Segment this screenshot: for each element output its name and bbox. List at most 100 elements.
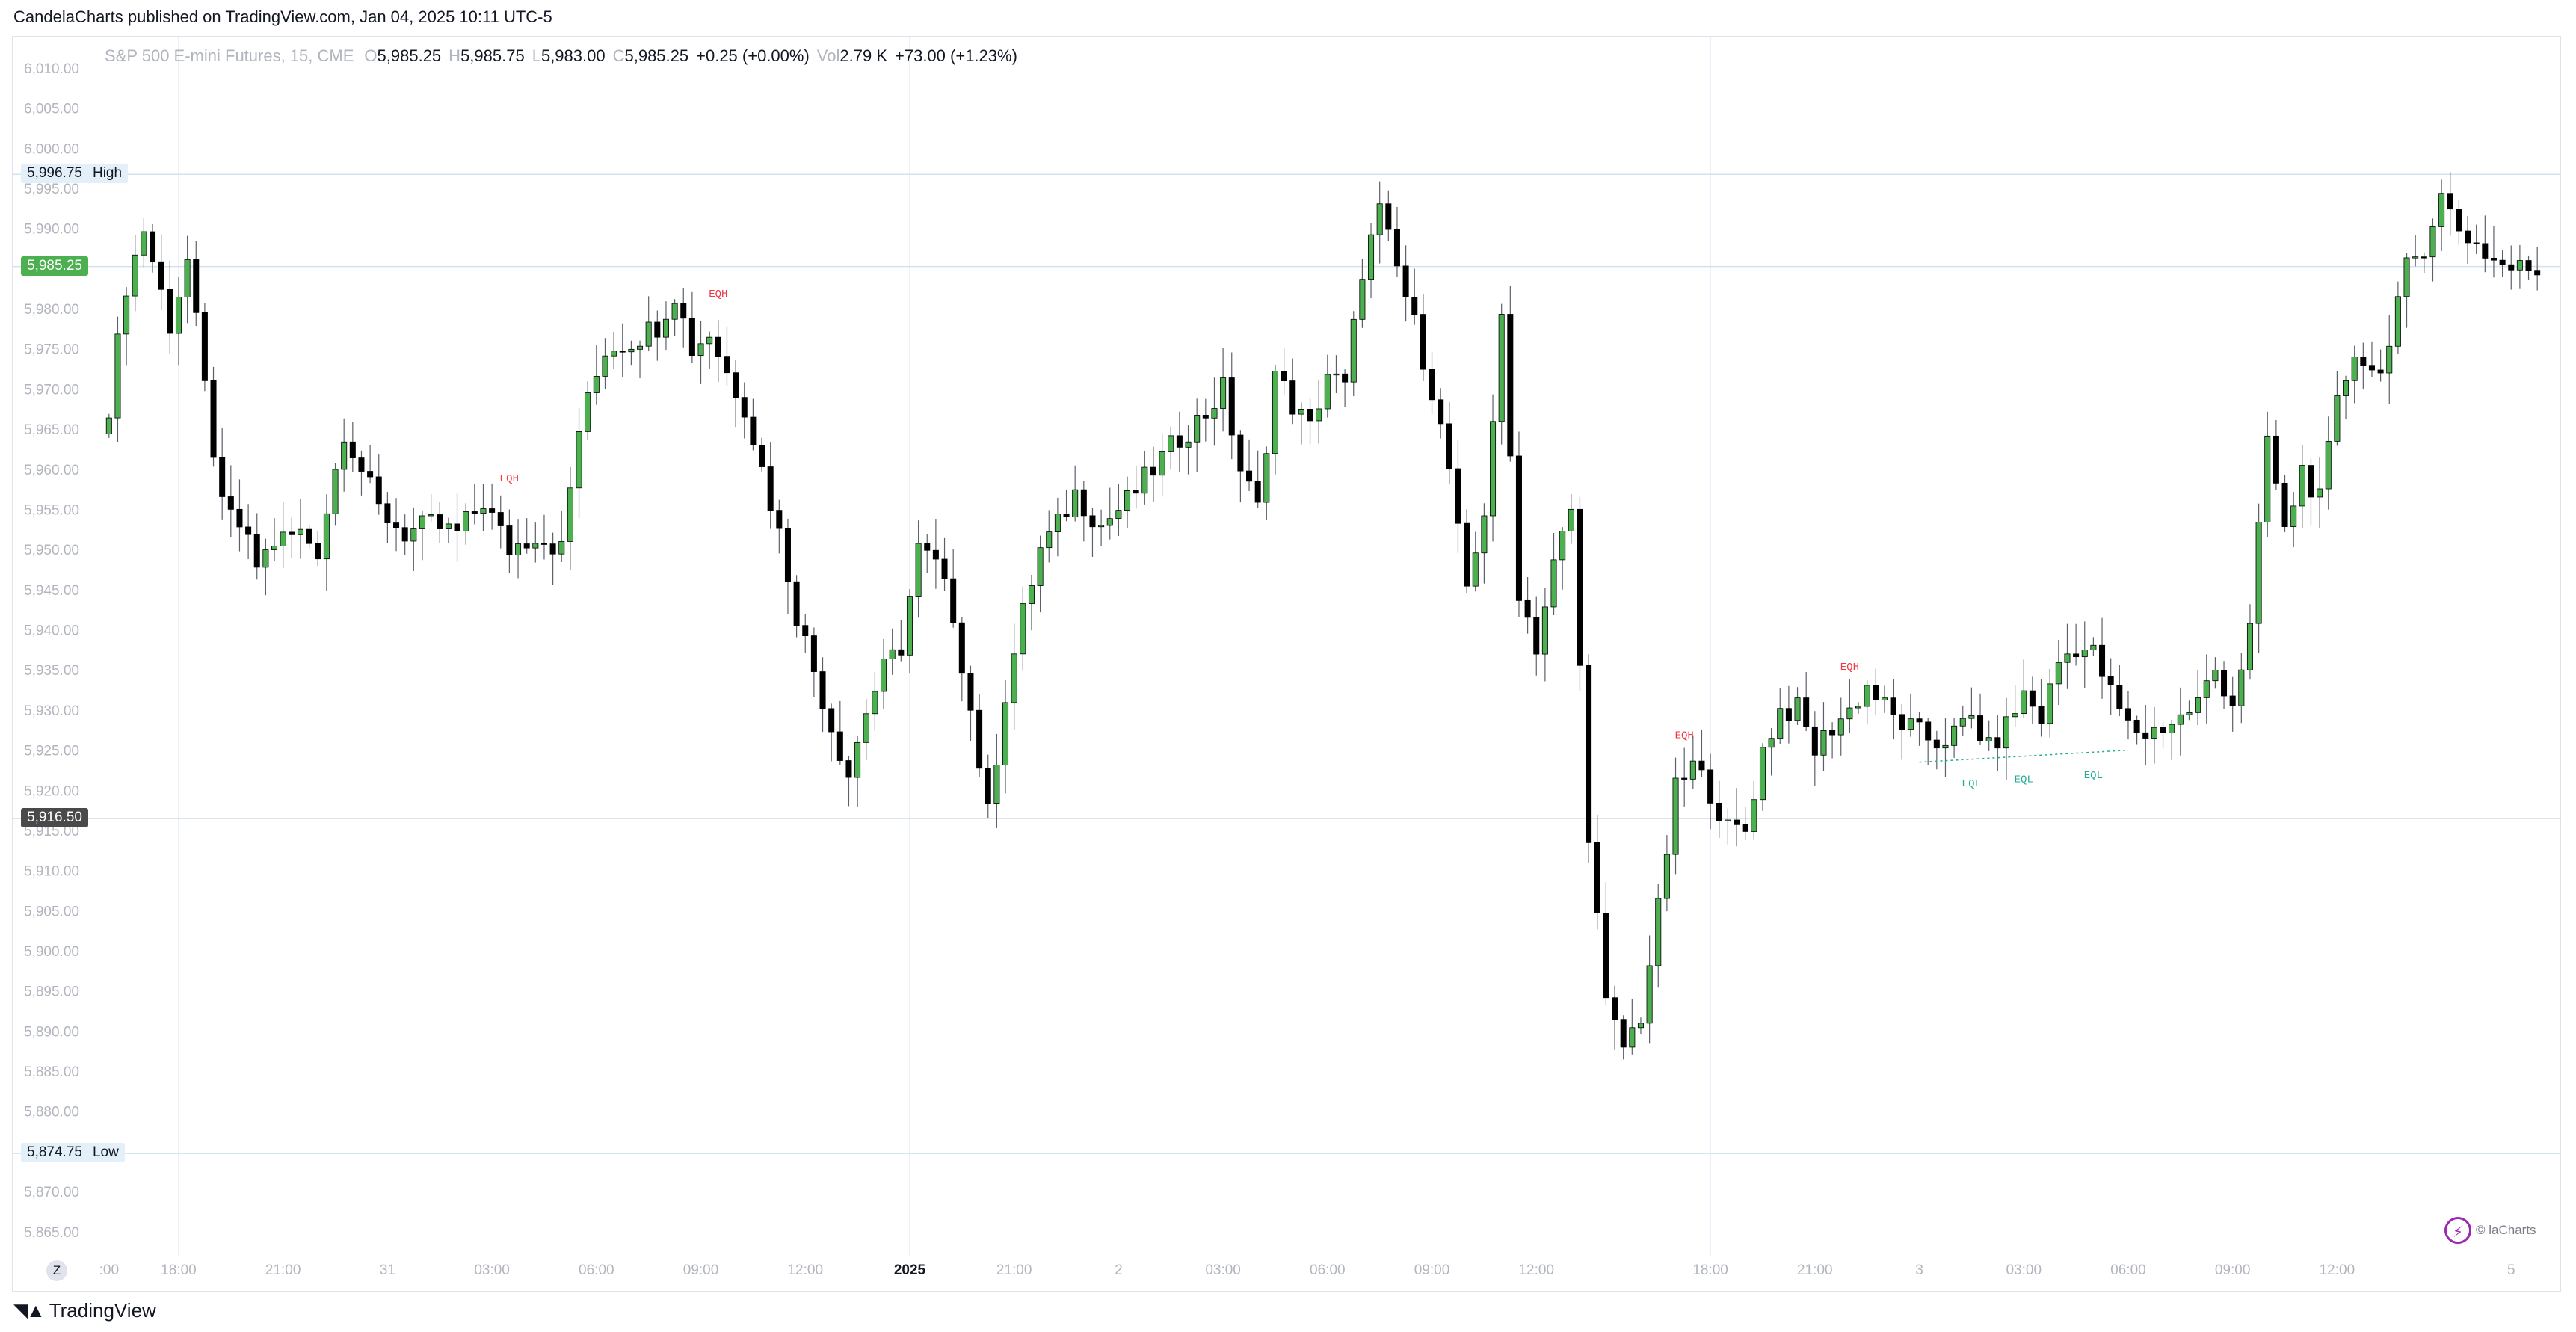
candle-down — [1811, 726, 1818, 756]
candle-up — [2151, 727, 2157, 739]
chart-grid — [12, 36, 2561, 1256]
candle-down — [227, 496, 234, 510]
y-tick-label: 5,980.00 — [24, 302, 79, 318]
eqh-label: EQH — [1840, 662, 1859, 673]
candle-down — [724, 356, 730, 374]
candle-down — [349, 441, 356, 458]
candle-up — [1568, 508, 1574, 531]
candle-up — [410, 528, 417, 542]
candle-up — [297, 528, 303, 535]
candle-up — [645, 321, 652, 347]
lightning-bolt-icon: ⚡ — [2444, 1217, 2471, 1244]
candle-down — [1899, 714, 1905, 730]
candle-up — [2047, 683, 2053, 724]
candle-up — [2438, 193, 2445, 227]
candle-up — [2195, 697, 2201, 713]
candle-up — [1951, 725, 1958, 746]
candle-up — [1220, 377, 1227, 409]
candle-down — [802, 625, 809, 636]
x-tick-label: 2 — [1115, 1262, 1123, 1278]
x-tick-label: 21:00 — [1797, 1262, 1833, 1278]
candle-up — [1359, 279, 1366, 320]
y-tick-label: 5,975.00 — [24, 342, 79, 358]
candle-up — [1002, 702, 1009, 765]
candle-up — [1637, 1023, 1644, 1029]
candle-up — [2021, 690, 2027, 715]
candle-up — [889, 649, 896, 659]
candle-down — [776, 510, 783, 529]
tradingview-logo[interactable]: ◥▲ TradingView — [13, 1299, 156, 1322]
candle-down — [750, 416, 757, 445]
candle-up — [1968, 715, 1975, 719]
level-text: High — [92, 165, 123, 182]
candle-down — [1289, 380, 1296, 415]
candle-up — [1855, 706, 1862, 709]
candle-up — [1655, 898, 1662, 966]
chart-frame[interactable] — [12, 36, 2561, 1292]
candle-down — [1150, 466, 1156, 476]
candle-up — [132, 254, 138, 297]
candle-up — [2246, 623, 2253, 670]
candle-down — [1890, 697, 1896, 715]
y-tick-label: 5,915.00 — [24, 824, 79, 839]
candle-down — [306, 528, 312, 544]
zoom-reset-button[interactable]: Z — [46, 1260, 67, 1281]
candle-up — [1324, 374, 1331, 410]
candle-up — [1368, 234, 1375, 280]
candle-up — [576, 431, 582, 489]
candle-up — [1376, 203, 1383, 235]
candle-down — [2124, 708, 2131, 721]
y-tick-label: 5,920.00 — [24, 783, 79, 799]
candle-up — [2386, 345, 2393, 374]
candle-up — [2203, 680, 2210, 698]
candle-down — [1698, 760, 1705, 771]
candle-down — [985, 768, 991, 804]
candle-down — [2107, 676, 2114, 685]
candle-down — [2377, 369, 2384, 374]
y-tick-label: 5,865.00 — [24, 1225, 79, 1241]
candle-down — [1402, 265, 1409, 297]
x-tick-label: 18:00 — [1692, 1262, 1728, 1278]
level-label-low: 5,874.75 Low — [21, 1143, 125, 1163]
candle-down — [784, 528, 791, 582]
x-tick-label: 06:00 — [1310, 1262, 1346, 1278]
y-tick-label: 6,010.00 — [24, 61, 79, 77]
candlestick-series — [105, 172, 2541, 1060]
x-tick-label: 03:00 — [1205, 1262, 1241, 1278]
candle-up — [1185, 441, 1192, 448]
candle-down — [1785, 708, 1792, 721]
candle-up — [141, 231, 147, 256]
candle-up — [332, 469, 339, 514]
candle-down — [2525, 260, 2532, 271]
candle-up — [585, 392, 591, 432]
candle-up — [1481, 515, 1488, 554]
candle-up — [2299, 465, 2305, 507]
candle-down — [1228, 377, 1235, 436]
candle-up — [567, 487, 573, 542]
y-tick-label: 5,930.00 — [24, 703, 79, 719]
candle-up — [697, 343, 704, 357]
candle-down — [793, 581, 800, 626]
candle-up — [445, 523, 452, 529]
y-tick-label: 5,870.00 — [24, 1185, 79, 1200]
candle-down — [2508, 264, 2515, 271]
candle-down — [375, 476, 382, 505]
candle-down — [1524, 599, 1531, 618]
x-tick-label: 21:00 — [996, 1262, 1032, 1278]
candle-down — [950, 578, 957, 623]
symbol-name[interactable]: S&P 500 E-mini Futures, 15, CME — [105, 46, 354, 65]
candle-up — [2394, 296, 2401, 347]
candle-up — [1759, 747, 1766, 801]
candle-up — [123, 295, 130, 335]
level-text: Low — [92, 1144, 119, 1161]
candle-up — [1211, 408, 1218, 419]
candle-down — [236, 508, 243, 528]
candle-down — [2142, 732, 2149, 739]
y-tick-label: 5,995.00 — [24, 182, 79, 197]
y-tick-label: 5,905.00 — [24, 904, 79, 919]
candle-down — [1681, 777, 1688, 780]
candle-up — [593, 375, 600, 393]
candle-up — [2317, 488, 2323, 498]
candle-down — [367, 471, 374, 478]
